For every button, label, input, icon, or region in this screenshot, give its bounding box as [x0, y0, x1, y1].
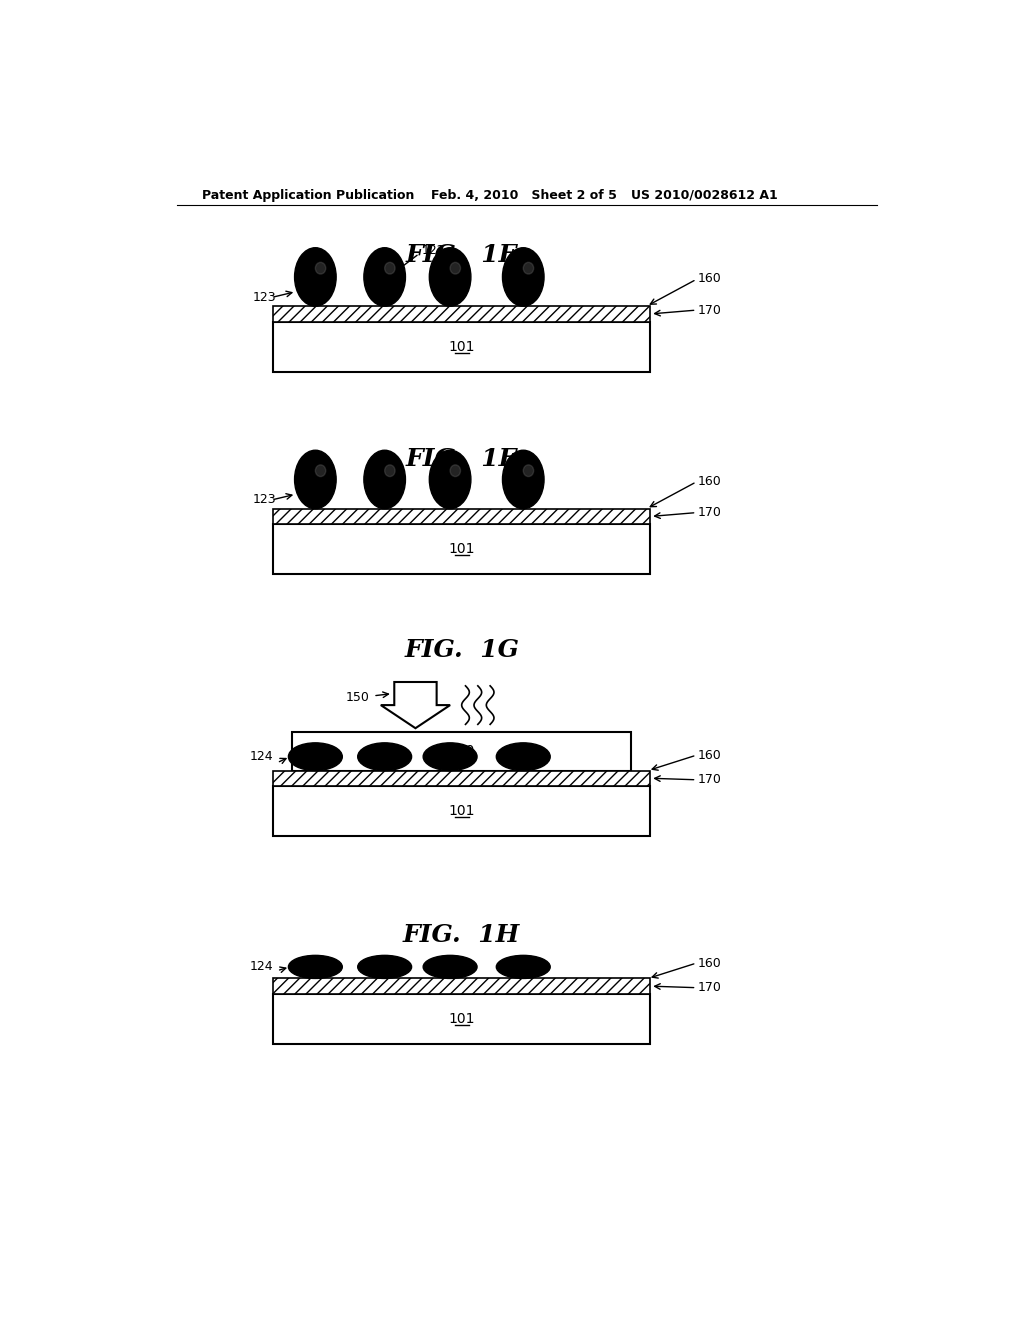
Text: 101: 101: [449, 543, 475, 556]
Bar: [273, 771, 650, 785]
Text: 160: 160: [698, 474, 722, 487]
Text: 101: 101: [449, 804, 475, 818]
Ellipse shape: [497, 956, 550, 978]
Text: FIG.  1G: FIG. 1G: [404, 638, 519, 661]
Ellipse shape: [497, 743, 550, 771]
Ellipse shape: [315, 263, 326, 275]
Ellipse shape: [429, 450, 471, 508]
Bar: [273, 994, 650, 1044]
Text: 160: 160: [698, 957, 722, 970]
Text: 123: 123: [252, 290, 275, 304]
Text: FIG.  1H: FIG. 1H: [403, 923, 520, 946]
Ellipse shape: [429, 248, 471, 306]
Ellipse shape: [295, 450, 336, 508]
Ellipse shape: [357, 956, 412, 978]
Text: 150: 150: [346, 690, 370, 704]
Text: 101: 101: [449, 1012, 475, 1026]
Ellipse shape: [423, 956, 477, 978]
Ellipse shape: [295, 248, 336, 306]
Ellipse shape: [523, 465, 534, 477]
Text: US 2010/0028612 A1: US 2010/0028612 A1: [631, 189, 778, 202]
Ellipse shape: [451, 263, 461, 275]
Text: 122: 122: [422, 244, 445, 257]
Ellipse shape: [289, 743, 342, 771]
Text: 160: 160: [698, 748, 722, 762]
Bar: [273, 978, 650, 994]
Ellipse shape: [315, 465, 326, 477]
Text: FIG.  1F: FIG. 1F: [406, 446, 517, 471]
Text: 160: 160: [698, 272, 722, 285]
Text: 170: 170: [698, 774, 722, 787]
Ellipse shape: [451, 465, 461, 477]
Ellipse shape: [503, 450, 544, 508]
Text: 170: 170: [698, 304, 722, 317]
Text: FIG.  1E: FIG. 1E: [406, 243, 518, 267]
Text: 124: 124: [250, 961, 273, 973]
Text: 170: 170: [698, 506, 722, 519]
Bar: [273, 322, 650, 372]
Bar: [292, 733, 631, 771]
Ellipse shape: [423, 743, 477, 771]
Ellipse shape: [289, 956, 342, 978]
Bar: [273, 785, 650, 836]
Ellipse shape: [364, 248, 406, 306]
Bar: [273, 306, 650, 322]
Bar: [273, 524, 650, 574]
Ellipse shape: [385, 465, 395, 477]
Text: 123: 123: [252, 494, 275, 507]
Text: 140: 140: [449, 744, 475, 758]
Text: 101: 101: [449, 339, 475, 354]
Text: 170: 170: [698, 981, 722, 994]
Bar: [273, 508, 650, 524]
Ellipse shape: [523, 263, 534, 275]
Text: 124: 124: [250, 750, 273, 763]
Ellipse shape: [385, 263, 395, 275]
Ellipse shape: [503, 248, 544, 306]
Ellipse shape: [357, 743, 412, 771]
Text: Patent Application Publication: Patent Application Publication: [202, 189, 415, 202]
Text: Feb. 4, 2010   Sheet 2 of 5: Feb. 4, 2010 Sheet 2 of 5: [431, 189, 616, 202]
Ellipse shape: [364, 450, 406, 508]
Polygon shape: [381, 682, 451, 729]
